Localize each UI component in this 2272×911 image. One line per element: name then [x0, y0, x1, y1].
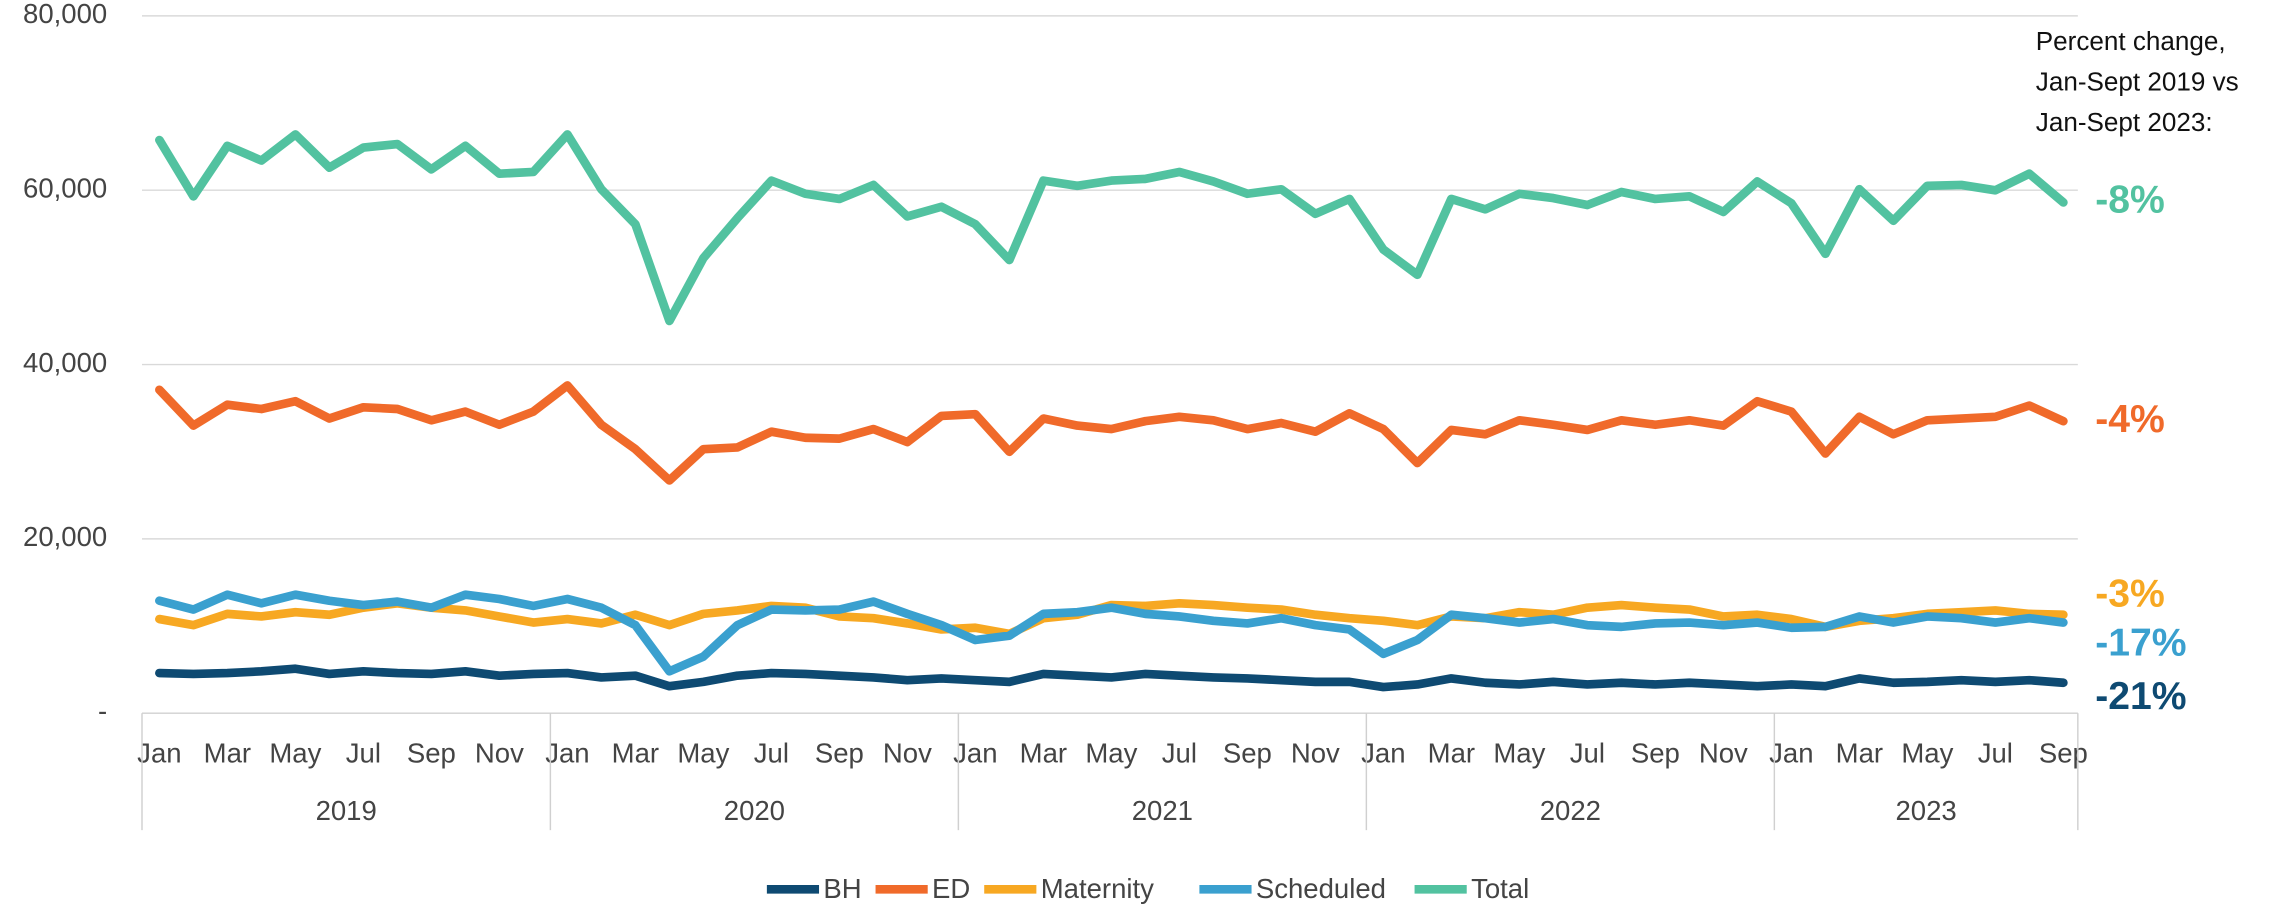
x-tick-label: Nov [1699, 737, 1748, 768]
x-tick-label: Mar [1020, 737, 1067, 768]
x-tick-label: Nov [1291, 737, 1340, 768]
y-tick-label: 20,000 [23, 521, 107, 552]
x-tick-label: May [677, 737, 729, 768]
x-tick-label: Jan [137, 737, 181, 768]
x-tick-label: Sep [1223, 737, 1272, 768]
legend-label: Maternity [1041, 873, 1154, 904]
x-tick-label: Mar [1836, 737, 1883, 768]
y-tick-label: - [98, 696, 107, 727]
series-line [155, 381, 2068, 485]
x-tick-label: May [1493, 737, 1545, 768]
series-line [155, 590, 2068, 676]
legend-label: Total [1471, 873, 1529, 904]
x-tick-label: May [1085, 737, 1137, 768]
year-label: 2019 [316, 795, 377, 826]
x-tick-label: Jul [754, 737, 789, 768]
change-label: -3% [2095, 573, 2165, 616]
x-tick-label: Sep [1631, 737, 1680, 768]
x-tick-label: Sep [407, 737, 456, 768]
annotation-line: Jan-Sept 2023: [2036, 107, 2213, 137]
x-tick-label: Jan [1361, 737, 1405, 768]
legend-label: ED [932, 873, 970, 904]
year-label: 2021 [1132, 795, 1193, 826]
x-tick-label: Jul [1570, 737, 1605, 768]
y-tick-label: 80,000 [23, 0, 107, 29]
change-label: -4% [2095, 398, 2165, 441]
x-tick-label: May [269, 737, 321, 768]
x-tick-label: Mar [612, 737, 659, 768]
y-tick-label: 40,000 [23, 347, 107, 378]
series-line [155, 664, 2068, 692]
x-tick-label: Jul [346, 737, 381, 768]
legend-label: BH [823, 873, 861, 904]
x-tick-label: Jan [953, 737, 997, 768]
x-tick-label: May [1901, 737, 1953, 768]
x-tick-label: Jan [545, 737, 589, 768]
annotation-line: Jan-Sept 2019 vs [2036, 67, 2239, 97]
legend-label: Scheduled [1256, 873, 1386, 904]
change-label: -17% [2095, 622, 2186, 665]
x-tick-label: Nov [475, 737, 524, 768]
x-tick-label: Nov [883, 737, 932, 768]
x-tick-label: Jan [1769, 737, 1813, 768]
year-label: 2022 [1540, 795, 1601, 826]
x-tick-label: Mar [1428, 737, 1475, 768]
x-tick-label: Jul [1978, 737, 2013, 768]
x-tick-label: Jul [1162, 737, 1197, 768]
y-tick-label: 60,000 [23, 173, 107, 204]
annotation-line: Percent change, [2036, 26, 2226, 56]
change-label: -8% [2095, 178, 2165, 221]
year-label: 2023 [1895, 795, 1956, 826]
change-label: -21% [2095, 675, 2186, 718]
series-line [155, 130, 2068, 326]
annotation: Percent change, Jan-Sept 2019 vs Jan-Sep… [2036, 26, 2239, 137]
x-tick-label: Mar [204, 737, 251, 768]
x-tick-label: Sep [2039, 737, 2088, 768]
x-tick-label: Sep [815, 737, 864, 768]
year-label: 2020 [724, 795, 785, 826]
